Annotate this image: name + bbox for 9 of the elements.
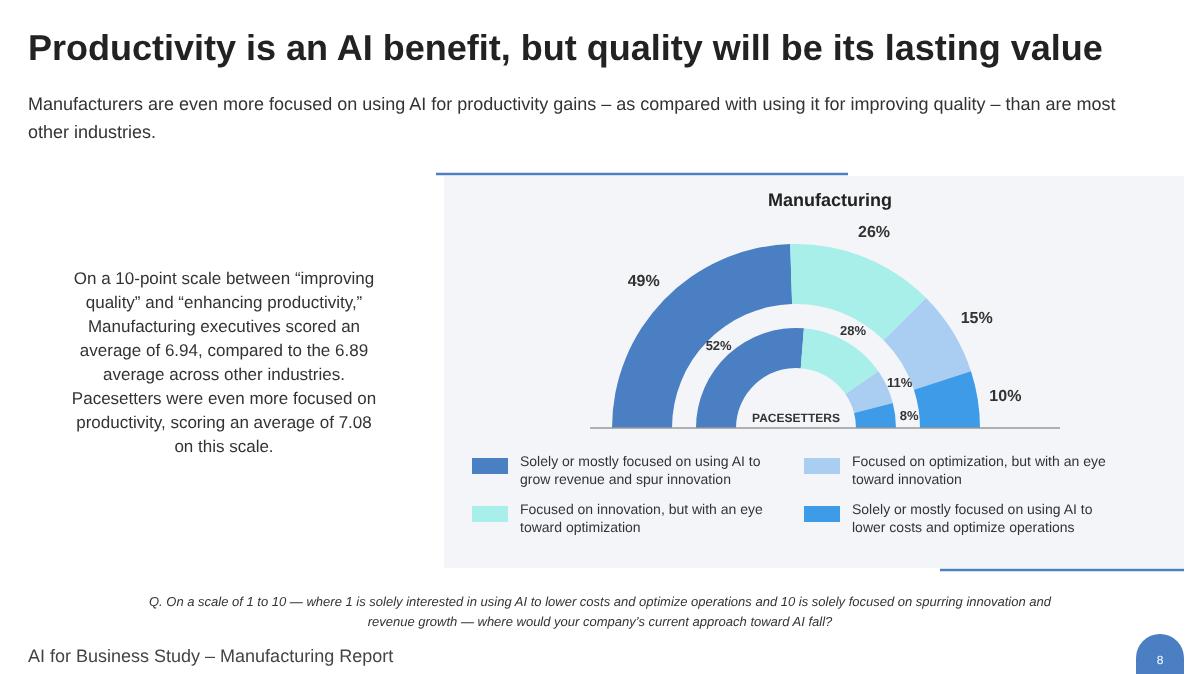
data-label: 49% (627, 272, 660, 291)
text: Productivity is an AI benefit, but quality will be its lasting value (28, 28, 1103, 68)
text: AI for Business Study – Manufacturing Report (28, 646, 395, 666)
chart-title: Manufacturing (768, 190, 892, 210)
data-label: 26% (858, 222, 891, 241)
text: On a 10-point scale between “improving quality” and “enhancing productivity,” Manufacturing executives scored an average of 6.94, compared to the 6.89 average across other industries. Pacesetters were even more focused on productivity, scoring an average of 7.08 on this scale. (71, 268, 377, 456)
data-label: 15% (960, 309, 993, 328)
data-label: 10% (989, 386, 1022, 405)
text: Manufacturers are even more focused on using AI for productivity gains – as compared with using it for improving quality – than are most other industries. (28, 94, 1117, 142)
